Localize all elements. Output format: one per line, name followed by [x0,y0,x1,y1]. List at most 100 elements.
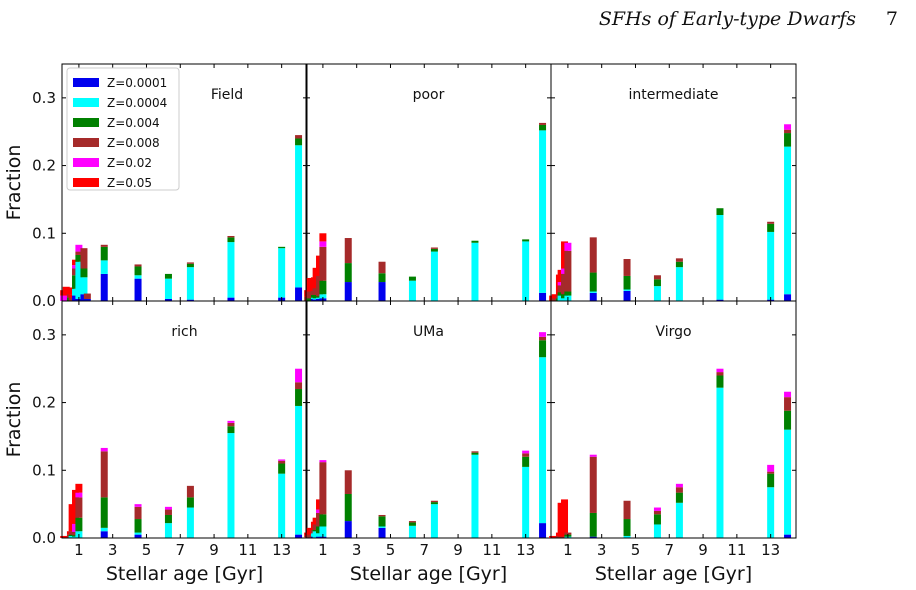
bar-segment [62,535,70,538]
bar-segment [539,130,547,293]
bar-segment [62,286,70,296]
bar-segment [378,273,386,283]
bar-segment [623,535,631,538]
bar-segment [134,266,142,276]
bar-segment [164,273,172,279]
bar-segment [134,506,142,520]
bar-segment [623,500,631,520]
bar-segment [784,534,792,538]
bar-segment [378,527,386,538]
legend-swatch [73,98,99,107]
bar-segment [784,133,792,147]
bar-segment [134,534,142,538]
bar-segment [306,534,314,538]
x-tick-label: 7 [665,541,675,559]
y-tick-label: 0.3 [32,89,56,107]
bar-segment [100,273,108,301]
bar-segment [186,497,194,508]
bar-segment [522,239,530,242]
bar-segment [319,526,327,537]
x-tick-label: 13 [272,541,291,559]
bar-segment [378,526,386,528]
bar-segment [134,264,142,267]
x-tick-label: 5 [142,541,152,559]
bar-segment [344,521,352,538]
bar-segment [100,244,108,247]
panel-title: intermediate [628,87,718,103]
bar-segment [430,500,438,503]
bar-segment [539,122,547,125]
bar-segment [80,268,88,278]
bar-segment [589,291,597,293]
bar-segment [784,146,792,295]
bar-segment [227,433,235,538]
legend-label: Z=0.008 [107,136,160,150]
bar-segment [186,262,194,264]
x-tick-label: 3 [597,541,607,559]
bar-segment [716,387,724,538]
bar-segment [430,247,438,249]
x-tick-label: 1 [74,541,84,559]
bar-segment [564,532,572,535]
bar-segment [134,504,142,507]
y-tick-label: 0.2 [32,394,56,412]
bar-segment [430,248,438,252]
bar-segment [319,514,327,527]
bar-segment [767,231,775,300]
bar-segment [623,275,631,290]
bar-segment [522,241,530,301]
bar-segment [100,246,108,261]
x-tick-label: 9 [453,541,463,559]
y-tick-label: 0.3 [32,326,56,344]
bar-segment [378,514,386,517]
bar-segment [319,233,327,242]
bar-segment [784,124,792,130]
x-axis-label: Stellar age [Gyr] [350,563,507,585]
x-tick-label: 11 [238,541,257,559]
y-axis-label: Fraction [3,382,25,458]
bar-segment [295,382,303,390]
bar-segment [344,263,352,283]
x-axis-label: Stellar age [Gyr] [595,563,752,585]
bar-segment [295,405,303,535]
bar-segment [227,235,235,238]
bar-segment [164,523,172,538]
legend-swatch [73,158,99,167]
bar-segment [278,246,286,249]
bar-segment [100,447,108,452]
y-tick-label: 0.1 [32,461,56,479]
bar-segment [675,258,683,262]
bar-segment [653,510,661,515]
x-tick-label: 7 [176,541,186,559]
x-tick-label: 11 [482,541,501,559]
bar-segment [75,517,83,532]
bar-segment [164,509,172,515]
bar-segment [319,241,327,247]
bar-segment [66,287,74,295]
bar-segment [623,290,631,301]
bar-segment [378,516,386,527]
bar-segment [227,242,235,298]
bar-segment [75,261,83,299]
bar-segment [408,521,416,523]
y-tick-label: 0.0 [32,529,56,547]
bar-segment [653,507,661,511]
bar-segment [319,280,327,295]
bar-segment [539,332,547,337]
bar-segment [589,456,597,513]
panel-title: Virgo [655,324,691,340]
bar-segment [278,248,286,298]
bar-segment [408,276,416,281]
bar-segment [784,429,792,535]
panel-title: UMa [413,324,444,340]
bar-segment [295,368,303,383]
bar-segment [784,129,792,134]
panel-frame [61,300,308,539]
bar-segment [134,275,142,279]
bar-segment [716,215,724,300]
bar-segment [100,531,108,538]
bar-segment [319,294,327,299]
bar-segment [564,250,572,292]
bar-segment [623,289,631,291]
